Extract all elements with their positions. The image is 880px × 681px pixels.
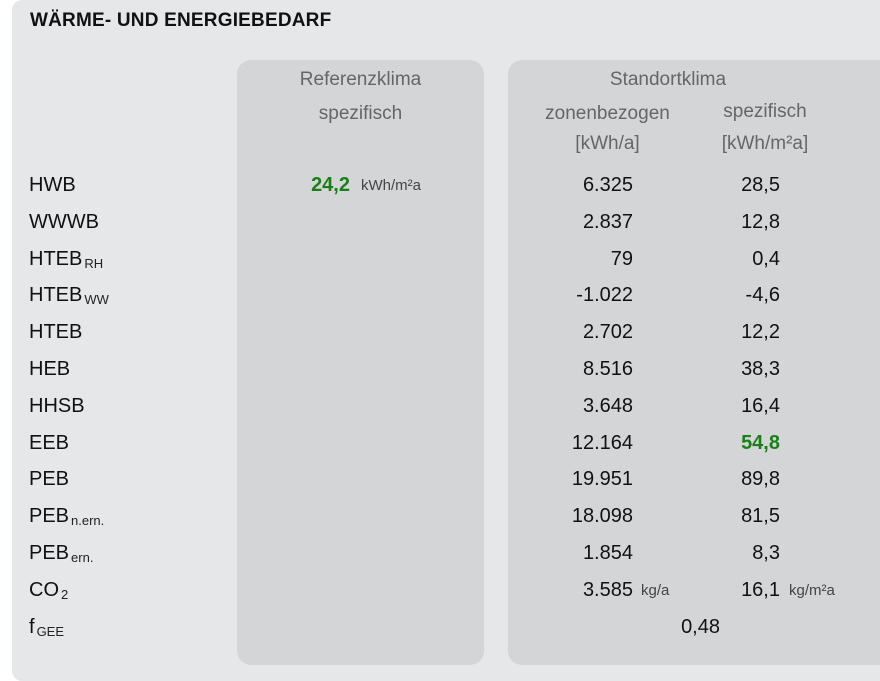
row-label-text: PEB xyxy=(29,505,70,527)
row-label: HHSB xyxy=(29,395,85,418)
zonen-value: 79 xyxy=(610,248,633,270)
row-label: HTEB RH xyxy=(29,248,103,271)
row-label: HTEB xyxy=(29,321,82,344)
row-label-text: HTEB xyxy=(29,248,83,270)
row-label: EEB xyxy=(29,432,69,455)
site-header-spez: spezifisch xyxy=(723,101,807,122)
row-label-text: HWB xyxy=(29,174,76,196)
spez-value: -4,6 xyxy=(745,284,780,306)
row-label-text: HHSB xyxy=(29,395,85,417)
section-title: WÄRME- UND ENERGIEBEDARF xyxy=(30,10,332,31)
zonen-value: 19.951 xyxy=(571,468,633,490)
spez-value: 89,8 xyxy=(741,468,780,490)
row-label-subscript: 2 xyxy=(61,587,69,602)
spez-value: 28,5 xyxy=(741,174,780,196)
spez-value: 16,4 xyxy=(741,395,780,417)
row-label: f GEE xyxy=(29,616,64,639)
zonen-value: 2.837 xyxy=(582,211,633,233)
site-header-zonen: zonenbezogen xyxy=(545,103,670,124)
ref-header-line2: spezifisch xyxy=(318,103,403,124)
row-label: PEB ern. xyxy=(29,542,93,565)
row-label: HWB xyxy=(29,174,76,197)
row-label-text: HEB xyxy=(29,358,71,380)
row-label-text: HTEB xyxy=(29,321,83,343)
row-label-subscript: GEE xyxy=(36,624,65,639)
zonen-value: 2.702 xyxy=(582,321,633,343)
site-climate-column xyxy=(508,60,880,665)
combined-value: 0,48 xyxy=(681,616,720,638)
ref-header-line1: Referenzklima xyxy=(299,69,422,90)
zonen-value: 8.516 xyxy=(582,358,633,380)
row-label-text: PEB xyxy=(29,468,70,490)
zonen-value: -1.022 xyxy=(576,284,633,306)
spez-value: 12,8 xyxy=(741,211,780,233)
zonen-value: 3.648 xyxy=(582,395,633,417)
row-label-text: f xyxy=(29,616,35,638)
zonen-value: 18.098 xyxy=(571,505,633,527)
reference-climate-column xyxy=(237,60,484,665)
row-label: CO 2 xyxy=(29,579,68,602)
spez-value: 16,1 xyxy=(741,579,780,601)
row-label: PEB n.ern. xyxy=(29,505,104,528)
row-label-subscript: ern. xyxy=(71,550,94,565)
zonen-value: 6.325 xyxy=(582,174,633,196)
spez-value: 38,3 xyxy=(741,358,780,380)
row-label-text: EEB xyxy=(29,432,70,454)
spez-unit: kg/m²a xyxy=(789,582,835,599)
row-label: PEB xyxy=(29,468,69,491)
ref-value: 24,2 xyxy=(311,174,350,196)
row-label-text: PEB xyxy=(29,542,70,564)
spez-value: 8,3 xyxy=(752,542,780,564)
row-label-text: WWWB xyxy=(29,211,99,233)
zonen-value: 12.164 xyxy=(571,432,633,454)
row-label-text: HTEB xyxy=(29,284,83,306)
site-header-zonen-unit: [kWh/a] xyxy=(575,133,640,154)
spez-value: 54,8 xyxy=(741,432,780,454)
row-label-text: CO xyxy=(29,579,59,601)
site-header-spez-unit: [kWh/m²a] xyxy=(721,133,809,154)
zonen-value: 3.585 xyxy=(582,579,633,601)
row-label-subscript: RH xyxy=(84,256,104,271)
spez-value: 0,4 xyxy=(752,248,780,270)
row-label: HTEB WW xyxy=(29,284,109,307)
row-label: WWWB xyxy=(29,211,99,234)
site-header-title: Standortklima xyxy=(609,69,727,90)
zonen-value: 1.854 xyxy=(582,542,633,564)
zonen-unit: kg/a xyxy=(641,582,670,599)
spez-value: 12,2 xyxy=(741,321,780,343)
ref-unit: kWh/m²a xyxy=(361,177,421,194)
row-label: HEB xyxy=(29,358,70,381)
spez-value: 81,5 xyxy=(741,505,780,527)
row-label-subscript: n.ern. xyxy=(71,513,105,528)
row-label-subscript: WW xyxy=(84,292,109,307)
